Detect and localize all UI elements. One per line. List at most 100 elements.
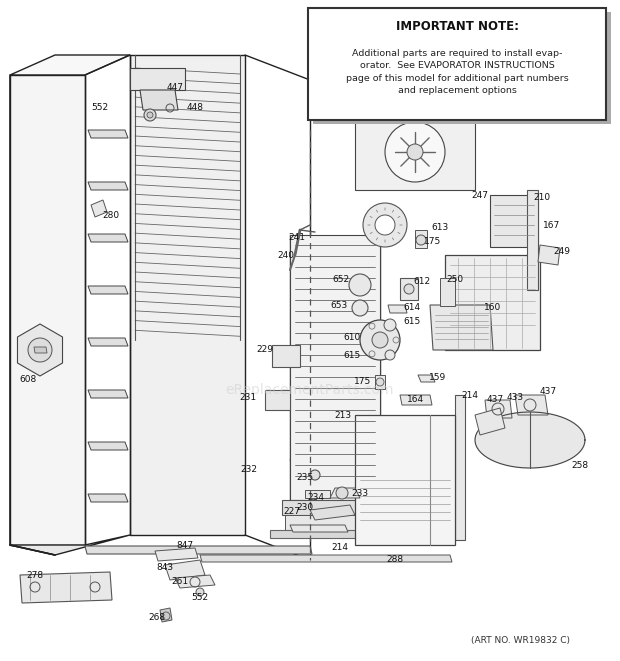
Text: 167: 167 (543, 221, 560, 229)
Text: 232: 232 (241, 465, 257, 475)
Bar (272, 345, 300, 367)
Text: 261: 261 (172, 578, 188, 586)
Circle shape (352, 300, 368, 316)
Polygon shape (355, 115, 380, 120)
Text: 247: 247 (471, 190, 489, 200)
Polygon shape (130, 68, 185, 90)
Text: 213: 213 (334, 410, 352, 420)
Polygon shape (460, 115, 478, 120)
Polygon shape (155, 548, 198, 561)
Polygon shape (455, 395, 465, 540)
Text: 240: 240 (278, 251, 294, 260)
Text: 268: 268 (148, 613, 166, 623)
Circle shape (196, 588, 204, 596)
Text: 230: 230 (296, 504, 314, 512)
Text: 433: 433 (507, 393, 523, 401)
Text: 175: 175 (424, 237, 441, 247)
Polygon shape (88, 286, 128, 294)
Bar (313, 12, 611, 124)
Text: 280: 280 (102, 210, 120, 219)
Polygon shape (290, 235, 380, 500)
Text: 552: 552 (91, 104, 108, 112)
Polygon shape (475, 408, 505, 435)
Text: 160: 160 (484, 303, 502, 311)
Polygon shape (88, 130, 128, 138)
Circle shape (363, 203, 407, 247)
Polygon shape (485, 400, 512, 418)
Text: 613: 613 (432, 223, 449, 233)
Polygon shape (88, 338, 128, 346)
Text: 610: 610 (343, 334, 361, 342)
Polygon shape (88, 182, 128, 190)
Text: 437: 437 (487, 395, 503, 405)
Text: 615: 615 (343, 350, 361, 360)
Polygon shape (200, 555, 452, 562)
Polygon shape (88, 442, 128, 450)
Polygon shape (285, 515, 385, 530)
Polygon shape (175, 575, 215, 588)
Polygon shape (290, 525, 348, 532)
Circle shape (376, 378, 384, 386)
Text: 231: 231 (239, 393, 257, 401)
Circle shape (385, 350, 395, 360)
Polygon shape (88, 234, 128, 242)
Polygon shape (10, 75, 85, 545)
Polygon shape (400, 395, 432, 405)
Bar (265, 390, 290, 410)
Bar (375, 375, 385, 389)
Polygon shape (355, 120, 475, 190)
Circle shape (385, 122, 445, 182)
Bar (308, 8, 606, 120)
Text: 288: 288 (386, 555, 404, 564)
Polygon shape (88, 494, 128, 502)
Polygon shape (91, 200, 107, 217)
Text: 447: 447 (167, 83, 184, 93)
Text: 847: 847 (177, 541, 193, 551)
Text: 437: 437 (539, 387, 557, 397)
Text: Additional parts are required to install evap-
orator.  See EVAPORATOR INSTRUCTI: Additional parts are required to install… (345, 49, 569, 95)
Text: 258: 258 (572, 461, 588, 469)
Polygon shape (310, 505, 355, 520)
Circle shape (336, 487, 348, 499)
Text: eReplacementParts.com: eReplacementParts.com (226, 383, 394, 397)
Text: 227: 227 (283, 508, 301, 516)
Bar (400, 278, 418, 300)
Text: 234: 234 (308, 494, 324, 502)
Circle shape (416, 235, 426, 245)
Text: 278: 278 (27, 570, 43, 580)
Circle shape (28, 338, 52, 362)
Circle shape (404, 284, 414, 294)
Polygon shape (10, 55, 130, 75)
Polygon shape (20, 572, 112, 603)
Polygon shape (17, 324, 63, 376)
Polygon shape (160, 608, 172, 622)
Text: 229: 229 (257, 346, 273, 354)
Text: 652: 652 (332, 276, 350, 284)
Bar (440, 278, 455, 306)
Text: 615: 615 (404, 317, 420, 325)
Text: 235: 235 (296, 473, 314, 481)
Polygon shape (270, 530, 400, 538)
Polygon shape (165, 560, 205, 580)
Polygon shape (418, 375, 435, 382)
Polygon shape (305, 490, 330, 498)
Circle shape (360, 320, 400, 360)
Text: 448: 448 (187, 102, 203, 112)
Polygon shape (445, 255, 540, 350)
Text: 552: 552 (192, 592, 208, 602)
Text: 164: 164 (407, 395, 425, 405)
Circle shape (349, 274, 371, 296)
Polygon shape (430, 305, 493, 350)
Text: 250: 250 (446, 276, 464, 284)
Text: 614: 614 (404, 303, 420, 311)
Text: IMPORTANT NOTE:: IMPORTANT NOTE: (396, 20, 518, 32)
Polygon shape (85, 546, 312, 554)
Circle shape (407, 144, 423, 160)
Circle shape (375, 215, 395, 235)
Polygon shape (388, 305, 407, 313)
Text: 843: 843 (156, 563, 174, 572)
Polygon shape (10, 535, 130, 555)
Text: (ART NO. WR19832 C): (ART NO. WR19832 C) (471, 636, 570, 645)
Polygon shape (330, 488, 360, 498)
Polygon shape (88, 390, 128, 398)
